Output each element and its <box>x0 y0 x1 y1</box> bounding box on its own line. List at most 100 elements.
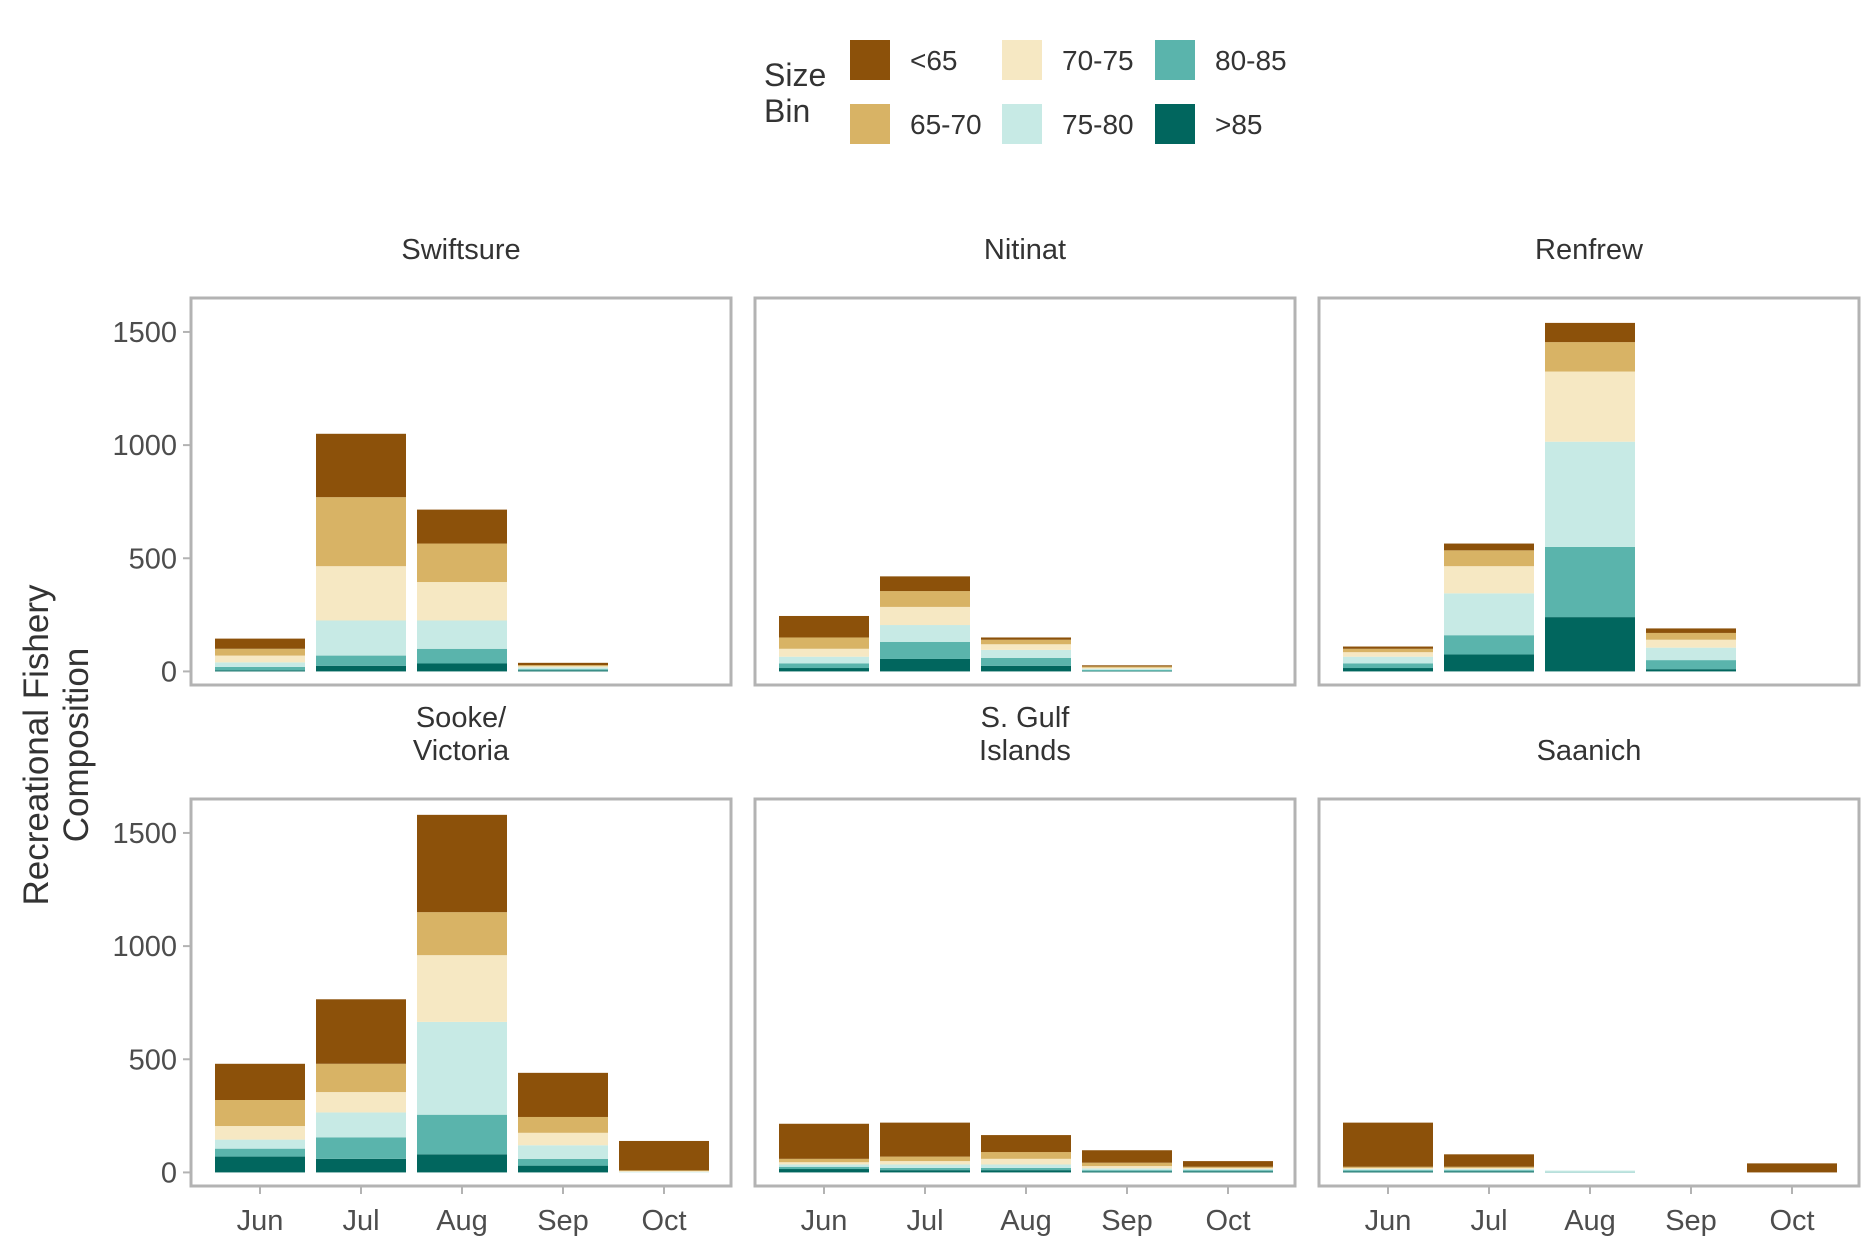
bar-segment <box>1545 342 1635 372</box>
x-tick-label: Jul <box>906 1205 943 1237</box>
bar-segment <box>981 1152 1071 1159</box>
legend: Size Bin <65 65-70 70-75 75-80 80-85 >85 <box>764 40 1287 144</box>
bar-segment <box>518 667 608 670</box>
x-tick-label: Oct <box>1205 1205 1250 1237</box>
y-axis-title: Recreational FisheryComposition <box>17 584 96 905</box>
y-axis-title-line: Recreational Fishery <box>17 584 56 905</box>
bar-segment <box>518 662 608 666</box>
bar-segment <box>1343 652 1433 657</box>
legend-label: 80-85 <box>1215 45 1287 76</box>
legend-label: >85 <box>1215 109 1263 140</box>
bar-segment <box>1646 669 1736 672</box>
bar-segment <box>1343 1167 1433 1170</box>
bar-segment <box>215 1139 305 1149</box>
bar-segment <box>880 1122 970 1157</box>
bar-segment <box>417 663 507 672</box>
facet-strip-label-line: Victoria <box>413 735 510 767</box>
bar-segment <box>316 497 406 567</box>
bar-segment <box>779 615 869 638</box>
bar-segment <box>1082 668 1172 670</box>
bar-segment <box>1545 371 1635 442</box>
bar-segment <box>1545 322 1635 343</box>
y-tick-label: 0 <box>161 656 177 688</box>
bar-segment <box>1444 635 1534 655</box>
bar-segment <box>1444 1154 1534 1167</box>
bar-segment <box>981 639 1071 645</box>
bar-segment <box>1545 1170 1635 1172</box>
bar-segment <box>1343 668 1433 672</box>
bar-segment <box>1545 617 1635 672</box>
bar-segment <box>417 509 507 544</box>
bar-segment <box>619 1171 709 1173</box>
bar-segment <box>1646 639 1736 648</box>
bar-segment <box>215 670 305 672</box>
bar-segment <box>1082 1166 1172 1169</box>
bar-segment <box>417 620 507 649</box>
bar-segment <box>880 1156 970 1162</box>
bar-segment <box>1545 1171 1635 1173</box>
bar-segment <box>619 1140 709 1171</box>
bar-segment <box>316 1137 406 1159</box>
bar-segment <box>880 625 970 642</box>
bar-segment <box>1343 1122 1433 1167</box>
bar-segment <box>880 1170 970 1173</box>
bar-segment <box>981 1164 1071 1168</box>
facet-strip-label-line: Sooke/ <box>416 702 507 734</box>
bar-segment <box>1343 646 1433 649</box>
bar-segment <box>981 649 1071 658</box>
facet-strip-label: Renfrew <box>1535 234 1644 266</box>
bar-segment <box>316 1112 406 1138</box>
bar-segment <box>1183 1171 1273 1173</box>
bar-segment <box>215 648 305 656</box>
facet-panel: S. Gulf Islands Jun Jul Aug Sep Oct <box>753 702 1297 1237</box>
facet-strip-label: Nitinat <box>984 234 1066 266</box>
bar-segment <box>1082 1170 1172 1172</box>
bar-segment <box>1082 667 1172 669</box>
bar-segment <box>316 665 406 672</box>
bar-segment <box>1444 1171 1534 1173</box>
bar-segment <box>518 1158 608 1166</box>
bar-segment <box>1082 1150 1172 1163</box>
bar-segment <box>1444 1167 1534 1170</box>
bar-segment <box>1646 660 1736 670</box>
bar-segment <box>880 606 970 626</box>
bar-segment <box>1444 543 1534 551</box>
y-tick-label: 0 <box>161 1157 177 1189</box>
bar-segment <box>316 655 406 666</box>
bar-segment <box>417 1021 507 1115</box>
bar-segment <box>619 1170 709 1172</box>
bar-segment <box>880 658 970 672</box>
bar-segment <box>215 655 305 663</box>
bar-segment <box>1183 1166 1273 1168</box>
bar-segment <box>417 912 507 956</box>
x-tick-label: Aug <box>1000 1205 1052 1237</box>
bar-segment <box>316 620 406 656</box>
x-tick-label: Sep <box>537 1205 589 1237</box>
bar-segment <box>316 1158 406 1173</box>
bar-segment <box>518 1145 608 1159</box>
bar-segment <box>1444 566 1534 594</box>
bar-segment <box>1183 1170 1273 1172</box>
bar-segment <box>1646 632 1736 640</box>
bar-segment <box>981 657 1071 666</box>
y-tick-label: 500 <box>129 543 177 575</box>
legend-swatch <box>1002 40 1042 80</box>
x-tick-label: Jul <box>1470 1205 1507 1237</box>
facet-strip-label: Saanich <box>1537 735 1642 767</box>
bar-segment <box>417 543 507 583</box>
legend-title: Size Bin <box>764 57 826 129</box>
bar-segment <box>215 662 305 667</box>
bar-segment <box>1444 550 1534 567</box>
bar-segment <box>1343 1171 1433 1173</box>
x-tick-label: Aug <box>436 1205 488 1237</box>
facet-panel: Renfrew <box>1317 234 1861 687</box>
bar-segment <box>316 566 406 621</box>
y-axis-title-group: Recreational FisheryComposition <box>17 584 96 905</box>
bar-segment <box>981 1158 1071 1165</box>
bar-segment <box>1646 628 1736 633</box>
bar-segment <box>1343 656 1433 664</box>
bar-segment <box>880 591 970 607</box>
panel-border <box>189 296 733 687</box>
bar-segment <box>1343 1170 1433 1172</box>
